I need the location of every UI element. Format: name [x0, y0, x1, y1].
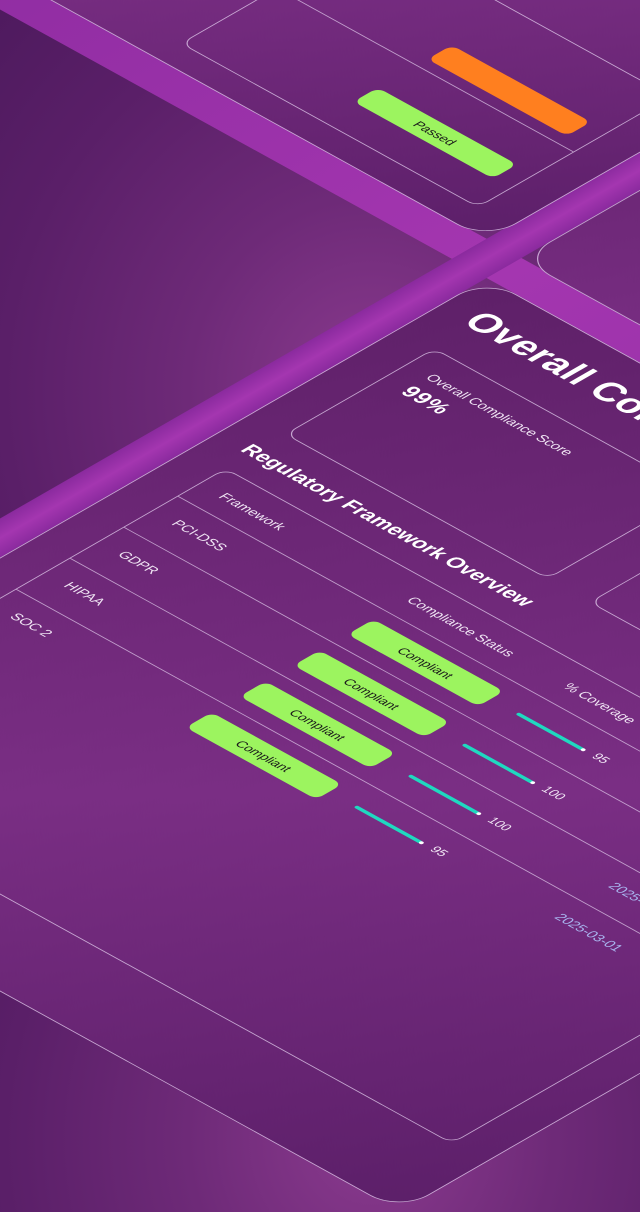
- coverage-bar: [461, 743, 535, 784]
- score-label: Overall Compliance Score: [422, 371, 578, 458]
- coverage-value: 95: [588, 751, 615, 766]
- isometric-dashboard: Passed G... HIPAA SOC 2 Audit Readiness …: [0, 0, 640, 1152]
- coverage-bar: [515, 712, 585, 751]
- coverage-value: 100: [483, 814, 516, 833]
- framework-name: HIPAA: [60, 579, 110, 608]
- coverage-value: 95: [426, 844, 453, 859]
- status-table: Passed: [180, 0, 640, 208]
- coverage-bar: [407, 774, 481, 815]
- main-panel: Overall Compliance Status Overall Compli…: [0, 278, 640, 1212]
- warning-pill: [427, 45, 591, 136]
- framework-name: GDPR: [114, 548, 164, 577]
- framework-name: SOC 2: [6, 610, 57, 639]
- coverage-value: 100: [537, 783, 570, 802]
- framework-name: PCI-DSS: [168, 517, 232, 553]
- coverage-bar: [353, 805, 424, 844]
- passed-pill: Passed: [353, 87, 518, 179]
